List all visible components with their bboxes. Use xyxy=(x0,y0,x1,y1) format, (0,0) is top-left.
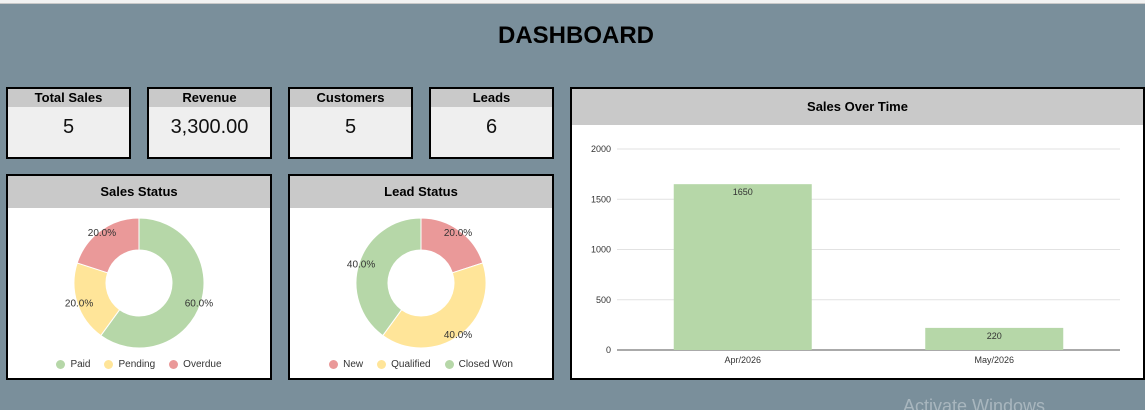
legend-dot-icon xyxy=(56,360,66,369)
kpi-label: Customers xyxy=(290,89,411,107)
panel-title: Lead Status xyxy=(290,176,552,208)
legend-label: Overdue xyxy=(183,359,222,370)
kpi-value: 6 xyxy=(485,116,498,138)
x-tick-label: Apr/2026 xyxy=(724,355,761,365)
legend-item-paid: Paid xyxy=(56,359,90,370)
donut-slice-label: 20.0% xyxy=(65,298,93,309)
legend-label: Paid xyxy=(70,359,91,370)
legend-item-pending: Pending xyxy=(104,359,155,370)
panel-title: Sales Over Time xyxy=(572,89,1143,125)
legend-item-closed-won: Closed Won xyxy=(444,359,513,370)
sales-status-panel[interactable]: Sales Status 60.0% 20.0% 20.0% Paid Pendin… xyxy=(6,174,272,380)
donut-slice-label: 20.0% xyxy=(88,228,116,239)
panel-title: Sales Status xyxy=(8,176,270,208)
donut-slice-closed-won xyxy=(355,217,422,337)
legend-item-new: New xyxy=(329,359,363,370)
legend-item-overdue: Overdue xyxy=(169,359,222,370)
lead-status-panel[interactable]: Lead Status 20.0% 40.0% 40.0% New Qualifie… xyxy=(288,174,554,380)
x-tick-label: May/2026 xyxy=(974,355,1014,365)
donut-slice-qualified xyxy=(382,262,487,349)
kpi-customers: Customers 5 xyxy=(288,87,413,159)
bar-may-2026 xyxy=(925,327,1064,350)
donut-slice-label: 60.0% xyxy=(185,298,213,309)
donut-slice-overdue xyxy=(76,217,140,274)
kpi-leads: Leads 6 xyxy=(429,87,554,159)
sales-status-donut-chart: 60.0% 20.0% 20.0% xyxy=(65,217,213,349)
kpi-value: 3,300.00 xyxy=(170,116,249,138)
spreadsheet-header-strip xyxy=(0,0,1145,4)
chart-legend: New Qualified Closed Won xyxy=(290,359,552,370)
donut-slice-new xyxy=(420,217,484,274)
bar-data-label: 1650 xyxy=(733,187,753,197)
legend-dot-icon xyxy=(169,360,179,369)
legend-dot-icon xyxy=(329,360,339,369)
kpi-value: 5 xyxy=(344,116,357,138)
donut-slice-label: 40.0% xyxy=(444,330,472,341)
legend-label: Closed Won xyxy=(458,359,513,370)
activate-windows-watermark: Activate Windows xyxy=(903,396,1046,410)
donut-slice-paid xyxy=(100,217,205,349)
legend-dot-icon xyxy=(104,360,114,369)
legend-dot-icon xyxy=(444,360,454,369)
legend-label: New xyxy=(343,359,364,370)
page-title: DASHBOARD xyxy=(498,22,654,49)
kpi-label: Leads xyxy=(431,89,552,107)
y-tick-label: 1500 xyxy=(591,194,611,204)
y-tick-label: 1000 xyxy=(591,245,611,255)
kpi-label: Revenue xyxy=(149,89,270,107)
lead-status-donut-chart: 20.0% 40.0% 40.0% xyxy=(347,217,487,349)
chart-legend: Paid Pending Overdue xyxy=(8,359,270,370)
bar-apr-2026 xyxy=(673,184,812,350)
y-tick-label: 2000 xyxy=(591,144,611,154)
kpi-label: Total Sales xyxy=(8,89,129,107)
sales-over-time-panel[interactable]: Sales Over Time 0 500 1000 1500 2000 1650 Apr/… xyxy=(570,87,1145,380)
kpi-value: 5 xyxy=(62,116,75,138)
donut-slice-label: 40.0% xyxy=(347,260,375,271)
sales-over-time-bar-chart: 0 500 1000 1500 2000 1650 Apr/2026 220 May/2026 xyxy=(591,144,1120,365)
legend-dot-icon xyxy=(377,360,387,369)
donut-slice-label: 20.0% xyxy=(444,228,472,239)
kpi-total-sales: Total Sales 5 xyxy=(6,87,131,159)
y-tick-label: 500 xyxy=(596,295,611,305)
legend-label: Qualified xyxy=(391,359,431,370)
legend-item-qualified: Qualified xyxy=(377,359,431,370)
bar-data-label: 220 xyxy=(987,331,1002,341)
y-tick-label: 0 xyxy=(606,345,611,355)
kpi-revenue: Revenue 3,300.00 xyxy=(147,87,272,159)
legend-label: Pending xyxy=(118,359,156,370)
